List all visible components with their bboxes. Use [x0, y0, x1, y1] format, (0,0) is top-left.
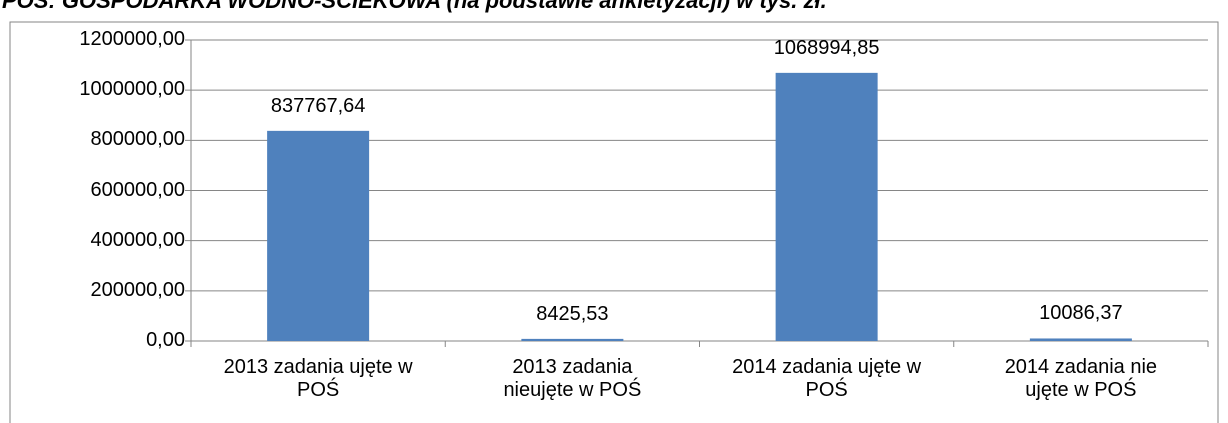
x-tick-label: 2014 zadania ujęte w POŚ: [732, 356, 922, 401]
data-label: 10086,37: [1039, 302, 1123, 325]
y-tick-label: 1000000,00: [79, 78, 185, 101]
chart-frame: [9, 21, 1219, 423]
y-tick-label: 800000,00: [90, 128, 185, 151]
y-tick-label: 0,00: [146, 329, 185, 351]
x-tick-label: 2013 zadania ujęte w POŚ: [223, 356, 413, 401]
bar: [521, 338, 624, 341]
data-label: 1068994,85: [773, 36, 880, 59]
bar: [775, 72, 878, 341]
y-tick-label: 400000,00: [90, 228, 185, 251]
bar: [1029, 338, 1132, 341]
x-tick-label: 2014 zadania nie ujęte w POŚ: [1004, 356, 1158, 401]
bar: [267, 130, 370, 341]
data-label: 837767,64: [270, 94, 366, 117]
chart-title: POŚ: GOSPODARKA WODNO-ŚCIEKOWA (na podst…: [2, 0, 827, 13]
y-tick-label: 200000,00: [90, 278, 185, 301]
data-label: 8425,53: [536, 302, 609, 325]
y-tick-label: 600000,00: [90, 178, 185, 201]
y-tick-label: 1200000,00: [79, 28, 185, 50]
x-tick-label: 2013 zadania nieujęte w POŚ: [503, 356, 642, 401]
